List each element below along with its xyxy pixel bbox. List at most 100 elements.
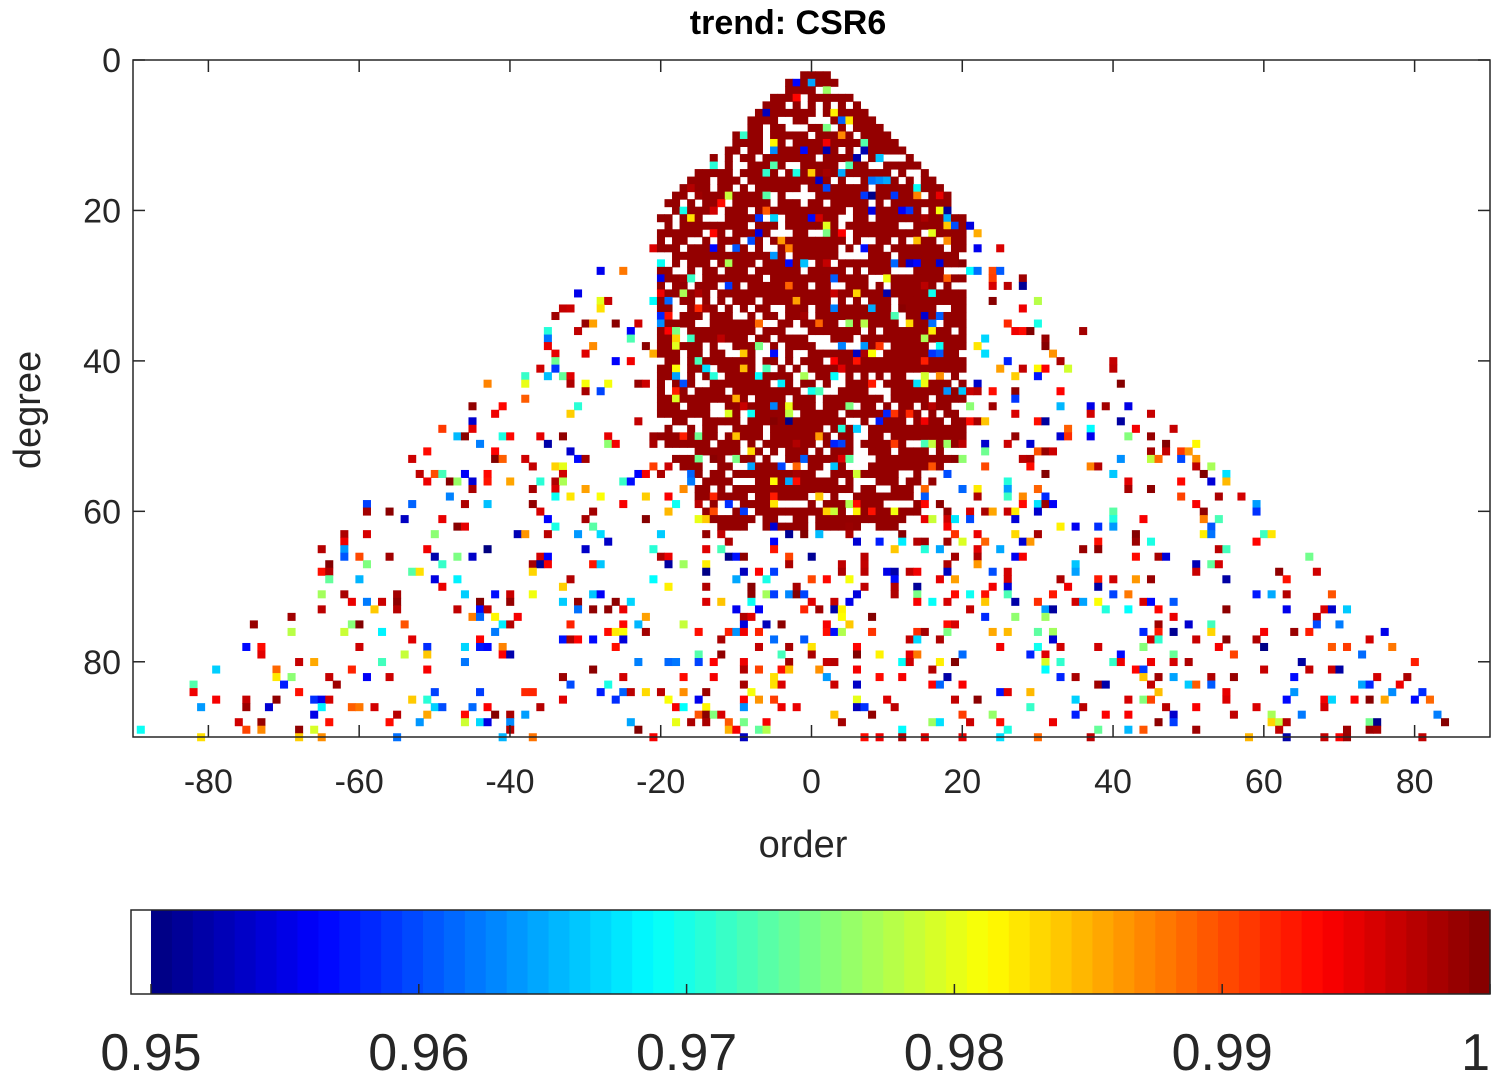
heatmap-cell <box>317 545 326 554</box>
heatmap-cell <box>1282 718 1291 727</box>
heatmap-cell <box>860 409 869 418</box>
heatmap-cell <box>1207 620 1216 629</box>
heatmap-cell <box>928 184 937 193</box>
heatmap-cell <box>868 206 877 215</box>
heatmap-cell <box>875 251 884 260</box>
heatmap-cell <box>589 522 598 531</box>
heatmap-cell <box>943 229 952 238</box>
heatmap-cell <box>935 439 944 448</box>
heatmap-cell <box>717 485 726 494</box>
heatmap-cell <box>724 379 733 388</box>
heatmap-cell <box>694 650 703 659</box>
heatmap-cell <box>943 469 952 478</box>
heatmap-cell <box>732 206 741 215</box>
heatmap-cell <box>724 357 733 366</box>
heatmap-cell <box>1373 673 1382 682</box>
heatmap-cell <box>513 612 522 621</box>
heatmap-cell <box>770 680 779 689</box>
colorbar-segment <box>1469 910 1491 994</box>
heatmap-cell <box>950 296 960 305</box>
heatmap-cell <box>1109 364 1118 373</box>
heatmap-cell <box>626 718 635 727</box>
heatmap-cell <box>747 364 756 373</box>
heatmap-cell <box>687 364 696 373</box>
heatmap-cell <box>724 274 733 283</box>
heatmap-cell <box>777 409 786 418</box>
heatmap-cell <box>1033 372 1042 381</box>
heatmap-cell <box>1192 725 1201 734</box>
heatmap-cell <box>574 530 583 539</box>
heatmap-cell <box>423 545 432 554</box>
heatmap-cell <box>785 658 794 667</box>
heatmap-cell <box>739 327 748 336</box>
heatmap-cell <box>1094 582 1103 591</box>
heatmap-cell <box>1146 597 1156 606</box>
heatmap-cell <box>1033 530 1042 539</box>
colorbar-segment <box>381 910 403 994</box>
heatmap-cell <box>687 266 696 275</box>
heatmap-cell <box>1033 642 1042 651</box>
heatmap-cell <box>800 214 809 223</box>
heatmap-cell <box>815 266 824 275</box>
heatmap-cell <box>483 718 492 727</box>
heatmap-cell <box>973 266 982 275</box>
heatmap-cell <box>943 199 952 208</box>
heatmap-cell <box>777 402 786 411</box>
heatmap-cell <box>739 680 748 689</box>
heatmap-cell <box>724 500 733 509</box>
heatmap-cell <box>702 507 711 516</box>
heatmap-cell <box>950 432 960 441</box>
heatmap-cell <box>807 161 816 170</box>
heatmap-cell <box>423 642 432 651</box>
heatmap-cell <box>1079 545 1088 554</box>
heatmap-cell <box>702 432 711 441</box>
heatmap-cell <box>770 259 779 268</box>
heatmap-cell <box>792 387 801 396</box>
heatmap-cell <box>415 469 424 478</box>
heatmap-cell <box>672 364 681 373</box>
heatmap-cell <box>762 251 771 260</box>
heatmap-cell <box>460 710 469 719</box>
heatmap-cell <box>491 454 500 463</box>
heatmap-cell <box>875 138 884 147</box>
heatmap-cell <box>943 349 952 358</box>
heatmap-cell <box>928 214 937 223</box>
heatmap-cell <box>732 146 741 155</box>
heatmap-cell <box>672 718 681 727</box>
heatmap-cell <box>340 530 349 539</box>
heatmap-cell <box>732 424 741 433</box>
heatmap-cell <box>822 154 831 163</box>
heatmap-cell <box>739 304 748 313</box>
heatmap-cell <box>807 236 816 245</box>
heatmap-cell <box>619 605 628 614</box>
heatmap-cell <box>1026 650 1035 659</box>
heatmap-cell <box>1086 409 1095 418</box>
heatmap-cell <box>822 251 831 260</box>
heatmap-cell <box>845 424 854 433</box>
heatmap-cell <box>890 485 899 494</box>
heatmap-cell <box>920 184 929 193</box>
heatmap-cell <box>920 402 929 411</box>
heatmap-cell <box>898 161 907 170</box>
heatmap-cell <box>913 477 922 486</box>
heatmap-cell <box>679 191 688 200</box>
heatmap-cell <box>913 327 922 336</box>
heatmap-cell <box>536 507 545 516</box>
heatmap-cell <box>1305 552 1314 561</box>
heatmap-cell <box>574 635 583 644</box>
heatmap-cell <box>1041 364 1050 373</box>
heatmap-cell <box>943 432 952 441</box>
heatmap-cell <box>822 394 831 403</box>
heatmap-cell <box>1177 454 1186 463</box>
heatmap-cell <box>649 244 658 253</box>
heatmap-cell <box>717 364 726 373</box>
heatmap-cell <box>890 424 899 433</box>
heatmap-cell <box>950 274 960 283</box>
heatmap-cell <box>928 597 937 606</box>
heatmap-cell <box>785 281 794 290</box>
heatmap-cell <box>830 515 839 524</box>
heatmap-cell <box>770 93 779 102</box>
heatmap-cell <box>883 206 892 215</box>
heatmap-cell <box>792 259 801 268</box>
heatmap-cell <box>792 304 801 313</box>
